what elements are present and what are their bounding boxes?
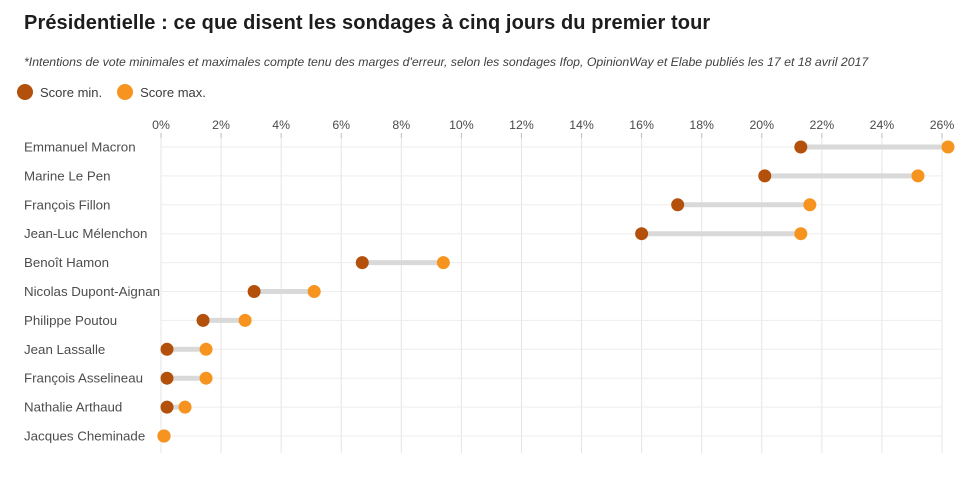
candidate-label: Nicolas Dupont-Aignan	[24, 284, 160, 299]
x-tick-label: 22%	[810, 118, 835, 132]
legend: Score min. Score max.	[17, 84, 206, 100]
score-min-dot	[196, 313, 210, 327]
page-title: Présidentielle : ce que disent les sonda…	[24, 12, 711, 34]
score-min-dot	[794, 140, 808, 154]
score-min-dot	[160, 371, 174, 385]
score-min-legend-dot	[17, 84, 33, 100]
x-tick-label: 0%	[152, 118, 170, 132]
dumbbell-chart: 0% 2% 4% 6% 8% 10% 12% 14% 16% 18% 20% 22% 24% 26% Emm…	[0, 110, 978, 478]
candidate-label: Emmanuel Macron	[24, 140, 136, 155]
candidate-label: Benoît Hamon	[24, 255, 109, 270]
candidate-label: Marine Le Pen	[24, 168, 110, 183]
score-min-dot	[635, 227, 649, 241]
x-tick-label: 8%	[392, 118, 410, 132]
score-min-dot	[758, 169, 772, 183]
x-tick-label: 4%	[272, 118, 290, 132]
legend-label: Score min.	[40, 84, 103, 100]
legend-item: Score min.	[17, 84, 102, 100]
score-min-dot	[160, 400, 174, 414]
candidate-label: François Asselineau	[24, 371, 143, 386]
score-max-dot	[199, 342, 213, 356]
score-max-dot	[307, 285, 321, 298]
chart-subtitle: *Intentions de vote minimales et maximal…	[24, 55, 869, 69]
x-tick-label: 10%	[449, 118, 474, 132]
score-max-dot	[941, 140, 955, 154]
score-max-dot	[911, 169, 925, 183]
score-max-dot	[178, 400, 192, 414]
x-tick-label: 18%	[689, 118, 714, 132]
candidate-label: François Fillon	[24, 197, 110, 212]
score-max-dot	[199, 371, 213, 385]
score-max-dot	[238, 313, 252, 327]
candidate-label: Jean-Luc Mélenchon	[24, 226, 147, 241]
score-max-dot	[803, 198, 817, 212]
chart-canvas: 0% 2% 4% 6% 8% 10% 12% 14% 16% 18% 20% 22% 24% 26% Emm…	[24, 118, 955, 453]
score-min-dot	[671, 198, 685, 212]
score-max-legend-dot	[117, 84, 134, 100]
legend-label: Score max.	[140, 84, 206, 100]
x-tick-label: 16%	[629, 118, 654, 132]
legend-item: Score max.	[117, 84, 206, 100]
score-min-dot	[355, 256, 369, 270]
x-tick-label: 26%	[930, 118, 955, 132]
x-tick-label: 24%	[870, 118, 895, 132]
candidate-label: Jacques Cheminade	[24, 429, 145, 444]
candidate-label: Nathalie Arthaud	[24, 400, 122, 415]
score-min-dot	[247, 285, 261, 298]
score-min-dot	[160, 342, 174, 356]
candidate-label: Jean Lassalle	[24, 342, 105, 357]
score-max-dot	[157, 429, 171, 443]
x-tick-label: 2%	[212, 118, 230, 132]
x-tick-label: 12%	[509, 118, 534, 132]
x-tick-label: 6%	[332, 118, 350, 132]
score-max-dot	[436, 256, 450, 270]
score-max-dot	[794, 227, 808, 241]
x-tick-label: 20%	[749, 118, 774, 132]
x-tick-label: 14%	[569, 118, 594, 132]
candidate-label: Philippe Poutou	[24, 313, 117, 328]
